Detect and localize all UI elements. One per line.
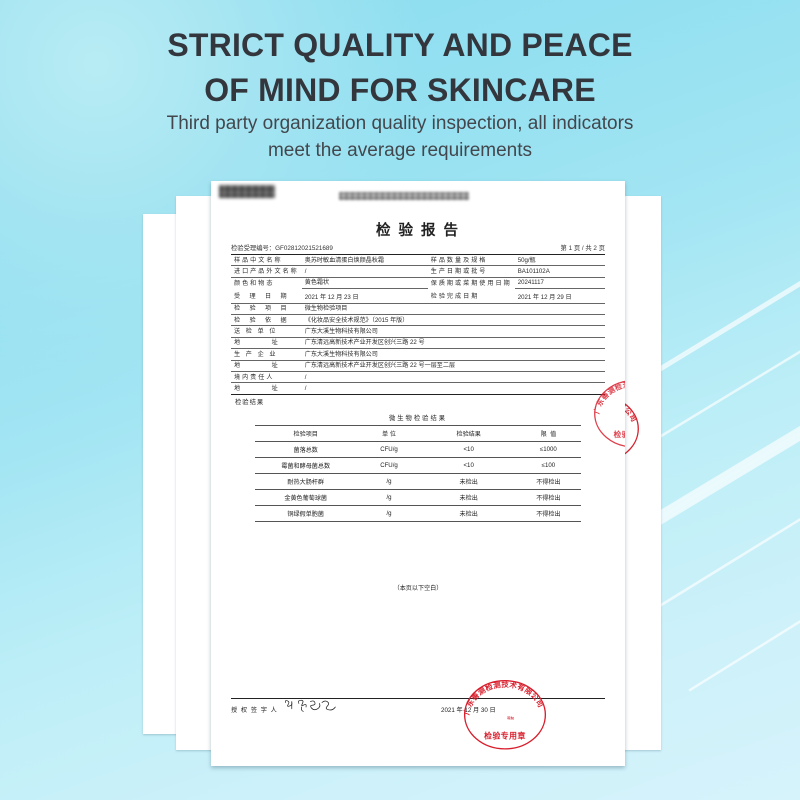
svg-text:广东善测检测技术有限公司: 广东善测检测技术有限公司 xyxy=(592,380,625,415)
svg-text:检验专用章: 检验专用章 xyxy=(614,429,625,439)
svg-text:检验专用章: 检验专用章 xyxy=(484,731,526,741)
svg-text:监制: 监制 xyxy=(507,715,515,721)
svg-text:广东善测检测技术有限公司: 广东善测检测技术有限公司 xyxy=(462,680,546,716)
